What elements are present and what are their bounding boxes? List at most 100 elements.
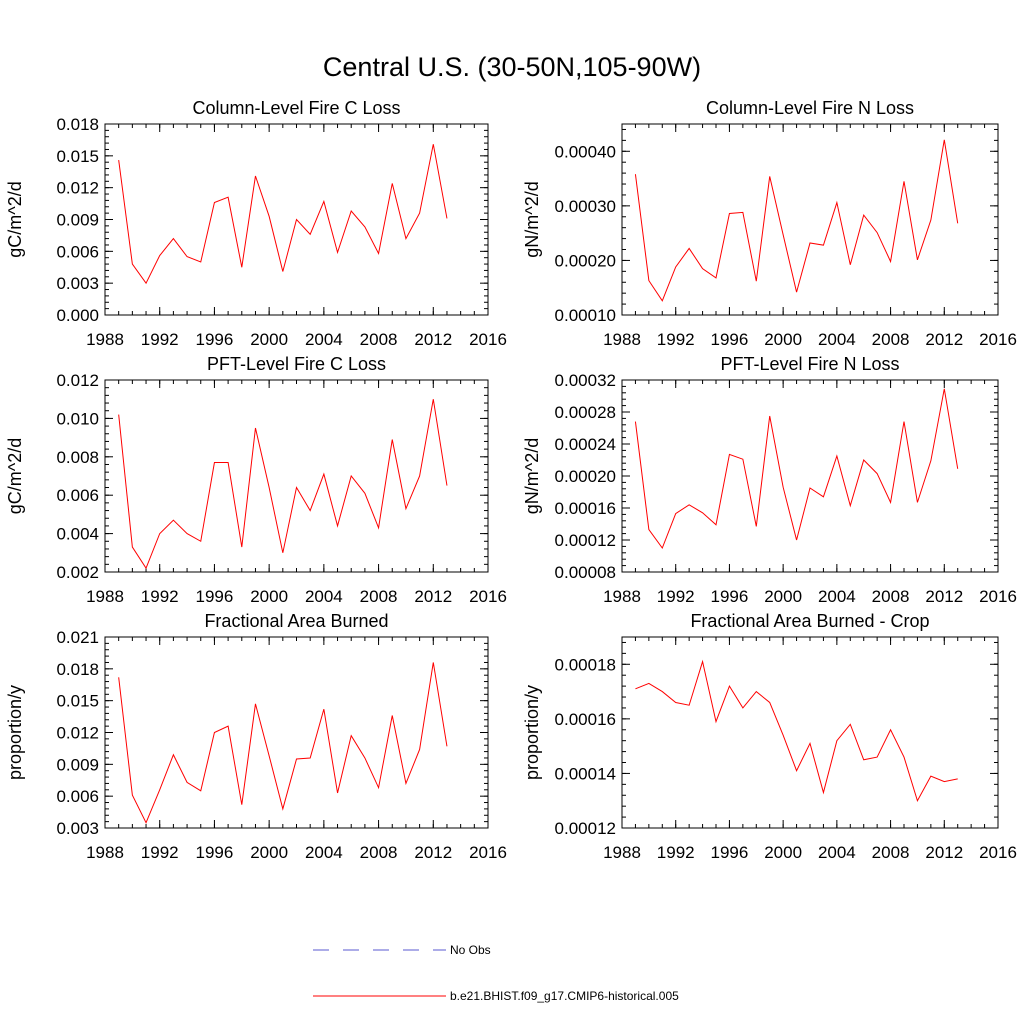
- y-axis-label: gN/m^2/d: [522, 438, 542, 514]
- plot-frame: [621, 636, 999, 829]
- x-tick-label: 2008: [360, 587, 398, 606]
- x-tick-label: 1992: [141, 843, 179, 862]
- series-line: [634, 139, 959, 302]
- x-tick-label: 1992: [141, 587, 179, 606]
- x-tick-label: 2000: [250, 843, 288, 862]
- x-tick-label: 2016: [979, 587, 1017, 606]
- panel-title: Fractional Area Burned: [204, 611, 388, 631]
- plot-frame: [621, 379, 999, 573]
- y-tick-label: 0.002: [56, 563, 99, 582]
- panel-4: PFT-Level Fire N Loss gN/m^2/d 1988 1992 199…: [522, 354, 1017, 606]
- y-axis-label: gN/m^2/d: [522, 181, 542, 257]
- x-tick-label: 1992: [657, 587, 695, 606]
- x-tick-label: 2012: [925, 330, 963, 349]
- x-tick-label: 2012: [414, 330, 452, 349]
- x-tick-label: 1996: [196, 587, 234, 606]
- x-tick-label: 1996: [711, 843, 749, 862]
- y-axis-label: proportion/y: [5, 685, 25, 780]
- y-tick-label: 0.003: [56, 274, 99, 293]
- y-tick-label: 0.00008: [555, 563, 616, 582]
- y-tick-label: 0.009: [56, 211, 99, 230]
- panel-3: PFT-Level Fire C Loss gC/m^2/d 1988 1992 199…: [5, 354, 507, 606]
- y-tick-label: 0.004: [56, 525, 99, 544]
- x-tick-label: 1992: [657, 330, 695, 349]
- x-tick-label: 2008: [360, 843, 398, 862]
- panels: Column-Level Fire C Loss gC/m^2/d 1988 1992…: [5, 98, 1017, 862]
- x-tick-label: 2004: [305, 587, 343, 606]
- x-tick-label: 2012: [414, 587, 452, 606]
- y-tick-label: 0.00012: [555, 819, 616, 838]
- x-tick-label: 2016: [469, 587, 507, 606]
- y-tick-label: 0.00020: [555, 251, 616, 270]
- y-tick-label: 0.012: [56, 179, 99, 198]
- x-tick-label: 2004: [818, 587, 856, 606]
- y-tick-label: 0.00020: [555, 467, 616, 486]
- panel-5: Fractional Area Burned proportion/y 1988 19…: [5, 611, 507, 862]
- y-tick-label: 0.003: [56, 819, 99, 838]
- series-line: [634, 388, 959, 550]
- legend-obs-label: No Obs: [450, 943, 491, 957]
- x-tick-label: 2008: [872, 843, 910, 862]
- x-tick-label: 2016: [979, 330, 1017, 349]
- panel-title: PFT-Level Fire N Loss: [720, 354, 899, 374]
- x-tick-label: 1996: [711, 330, 749, 349]
- x-tick-label: 2012: [925, 843, 963, 862]
- x-tick-label: 2016: [979, 843, 1017, 862]
- x-tick-label: 2008: [872, 330, 910, 349]
- y-tick-label: 0.018: [56, 660, 99, 679]
- x-tick-label: 2000: [764, 843, 802, 862]
- y-tick-label: 0.012: [56, 371, 99, 390]
- panel-2: Column-Level Fire N Loss gN/m^2/d 1988 1992…: [522, 98, 1017, 349]
- x-tick-label: 1996: [196, 843, 234, 862]
- x-tick-label: 1988: [603, 587, 641, 606]
- x-tick-label: 1988: [86, 843, 124, 862]
- y-tick-label: 0.00016: [555, 499, 616, 518]
- y-tick-label: 0.009: [56, 755, 99, 774]
- y-tick-label: 0.012: [56, 724, 99, 743]
- y-axis-label: proportion/y: [522, 685, 542, 780]
- x-tick-label: 1992: [141, 330, 179, 349]
- x-tick-label: 2004: [818, 843, 856, 862]
- x-tick-label: 2000: [250, 330, 288, 349]
- plot-frame: [104, 636, 489, 829]
- y-tick-label: 0.00014: [555, 764, 616, 783]
- x-tick-label: 1988: [603, 330, 641, 349]
- x-tick-label: 2012: [414, 843, 452, 862]
- x-tick-label: 1988: [86, 587, 124, 606]
- y-tick-label: 0.006: [56, 486, 99, 505]
- y-tick-label: 0.010: [56, 409, 99, 428]
- series-line: [118, 399, 448, 570]
- panel-1: Column-Level Fire C Loss gC/m^2/d 1988 1992…: [5, 98, 507, 349]
- x-tick-label: 2000: [764, 587, 802, 606]
- plot-frame: [104, 379, 489, 573]
- y-tick-label: 0.018: [56, 115, 99, 134]
- y-tick-label: 0.00012: [555, 531, 616, 550]
- legend-model-label: b.e21.BHIST.f09_g17.CMIP6-historical.005: [450, 989, 679, 1003]
- series-line: [118, 144, 448, 285]
- x-tick-label: 2016: [469, 843, 507, 862]
- y-tick-label: 0.006: [56, 787, 99, 806]
- y-tick-label: 0.00016: [555, 710, 616, 729]
- legend: No Obs b.e21.BHIST.f09_g17.CMIP6-histori…: [313, 943, 679, 1003]
- panel-title: Column-Level Fire N Loss: [706, 98, 914, 118]
- y-tick-label: 0.00030: [555, 197, 616, 216]
- y-tick-label: 0.015: [56, 147, 99, 166]
- y-axis-label: gC/m^2/d: [5, 438, 25, 514]
- x-tick-label: 1988: [603, 843, 641, 862]
- x-tick-label: 2016: [469, 330, 507, 349]
- x-tick-label: 1996: [196, 330, 234, 349]
- y-tick-label: 0.00024: [555, 435, 616, 454]
- x-tick-label: 2008: [360, 330, 398, 349]
- x-tick-label: 2008: [872, 587, 910, 606]
- panel-title: Fractional Area Burned - Crop: [690, 611, 929, 631]
- x-tick-label: 1996: [711, 587, 749, 606]
- y-tick-label: 0.000: [56, 306, 99, 325]
- y-tick-label: 0.00028: [555, 403, 616, 422]
- y-tick-label: 0.015: [56, 692, 99, 711]
- panel-6: Fractional Area Burned - Crop proportion/…: [522, 611, 1017, 862]
- figure-title: Central U.S. (30-50N,105-90W): [323, 52, 701, 82]
- series-line: [118, 662, 448, 824]
- x-tick-label: 2004: [305, 330, 343, 349]
- y-tick-label: 0.008: [56, 448, 99, 467]
